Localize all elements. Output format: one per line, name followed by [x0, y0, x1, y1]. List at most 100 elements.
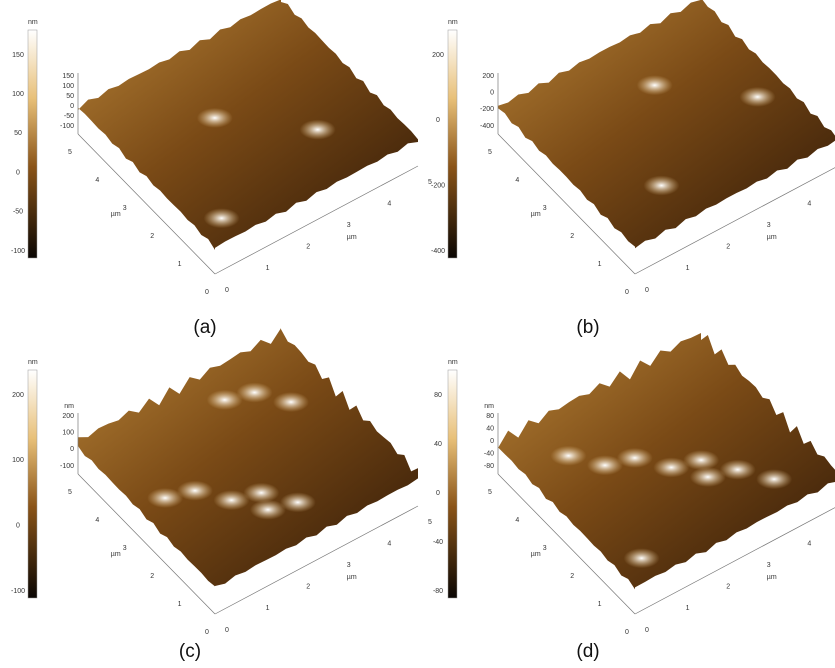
surface-peak — [249, 499, 286, 520]
z-tick: -80 — [484, 463, 494, 470]
panel-label: (c) — [179, 641, 201, 662]
x-tick: 5 — [428, 519, 432, 526]
z-tick: 0 — [490, 438, 494, 445]
y-tick: 0 — [205, 289, 209, 296]
y-axis — [497, 133, 636, 275]
surface-peak — [653, 457, 690, 478]
z-unit: nm — [484, 403, 494, 410]
colorbar-tick: 200 — [12, 392, 24, 399]
z-tick: -400 — [480, 123, 494, 130]
colorbar-tick: -400 — [431, 248, 445, 255]
surface-peak — [756, 469, 793, 490]
afm-surface — [78, 0, 418, 250]
y-tick: 5 — [488, 489, 492, 496]
surface-peak — [689, 466, 726, 487]
surface-peak — [147, 487, 184, 508]
z-tick: 200 — [482, 73, 494, 80]
x-tick: 2 — [306, 584, 310, 591]
x-unit: µm — [347, 234, 357, 241]
surface-peak — [206, 389, 243, 410]
x-tick: 4 — [387, 540, 391, 547]
panel-label: (a) — [193, 317, 216, 338]
y-tick: 5 — [488, 149, 492, 156]
colorbar-tick: -200 — [431, 183, 445, 190]
y-tick: 1 — [598, 601, 602, 608]
y-tick: 4 — [515, 517, 519, 524]
z-tick: 50 — [66, 93, 74, 100]
y-unit: µm — [111, 551, 121, 558]
z-tick: 0 — [490, 90, 494, 97]
x-unit: µm — [767, 574, 777, 581]
y-unit: µm — [111, 211, 121, 218]
z-tick: 100 — [62, 83, 74, 90]
colorbar-tick: -80 — [433, 588, 443, 595]
x-tick: 0 — [225, 627, 229, 634]
afm-surface — [78, 328, 418, 587]
x-unit: µm — [347, 574, 357, 581]
colorbar-tick: -100 — [11, 248, 25, 255]
z-tick: -200 — [480, 106, 494, 113]
colorbar — [447, 369, 458, 599]
y-tick: 3 — [123, 545, 127, 552]
z-tick: 40 — [486, 425, 494, 432]
x-tick: 3 — [767, 562, 771, 569]
x-tick: 0 — [225, 287, 229, 294]
z-tick: -100 — [60, 463, 74, 470]
y-tick: 0 — [205, 629, 209, 636]
x-tick: 4 — [807, 200, 811, 207]
x-axis — [634, 167, 835, 275]
surface-peak — [273, 392, 310, 413]
z-tick: -100 — [60, 123, 74, 130]
colorbar-tick: -100 — [11, 588, 25, 595]
colorbar-tick: 0 — [16, 169, 20, 176]
colorbar — [27, 29, 38, 259]
y-tick: 2 — [570, 573, 574, 580]
z-tick: 150 — [62, 73, 74, 80]
x-unit: µm — [767, 234, 777, 241]
surface-peak — [643, 175, 680, 196]
x-axis — [214, 505, 419, 615]
x-tick: 5 — [428, 179, 432, 186]
x-tick: 3 — [347, 222, 351, 229]
colorbar — [447, 29, 458, 259]
surface-peak — [203, 208, 240, 229]
y-tick: 3 — [123, 205, 127, 212]
surface-peak — [176, 480, 213, 501]
surface-peak — [719, 459, 756, 480]
y-axis — [77, 133, 216, 275]
colorbar-tick: 40 — [434, 441, 442, 448]
y-tick: 1 — [178, 601, 182, 608]
y-tick: 0 — [625, 629, 629, 636]
panel-label: (d) — [576, 641, 599, 662]
colorbar-unit: nm — [28, 359, 38, 366]
y-axis — [497, 473, 636, 615]
x-tick: 4 — [807, 540, 811, 547]
x-tick: 3 — [767, 222, 771, 229]
colorbar-unit: nm — [448, 19, 458, 26]
colorbar-tick: 50 — [14, 130, 22, 137]
z-tick: 0 — [70, 103, 74, 110]
surface-peak — [739, 86, 776, 107]
z-tick: -50 — [64, 113, 74, 120]
surface-peak — [279, 492, 316, 513]
z-tick: 100 — [62, 430, 74, 437]
z-unit: nm — [64, 403, 74, 410]
x-tick: 4 — [387, 200, 391, 207]
y-axis — [77, 473, 216, 615]
z-tick: -40 — [484, 450, 494, 457]
x-tick: 1 — [686, 605, 690, 612]
y-tick: 1 — [178, 261, 182, 268]
y-tick: 4 — [515, 177, 519, 184]
y-tick: 2 — [570, 233, 574, 240]
x-tick: 2 — [726, 584, 730, 591]
surface-peak — [636, 75, 673, 96]
y-unit: µm — [531, 211, 541, 218]
surface-peak — [243, 482, 280, 503]
x-tick: 1 — [266, 265, 270, 272]
colorbar-tick: 0 — [436, 117, 440, 124]
afm-surface — [498, 0, 835, 249]
surface-peak — [586, 455, 623, 476]
colorbar-tick: 100 — [12, 91, 24, 98]
surface-peak — [550, 445, 587, 466]
colorbar-unit: nm — [448, 359, 458, 366]
